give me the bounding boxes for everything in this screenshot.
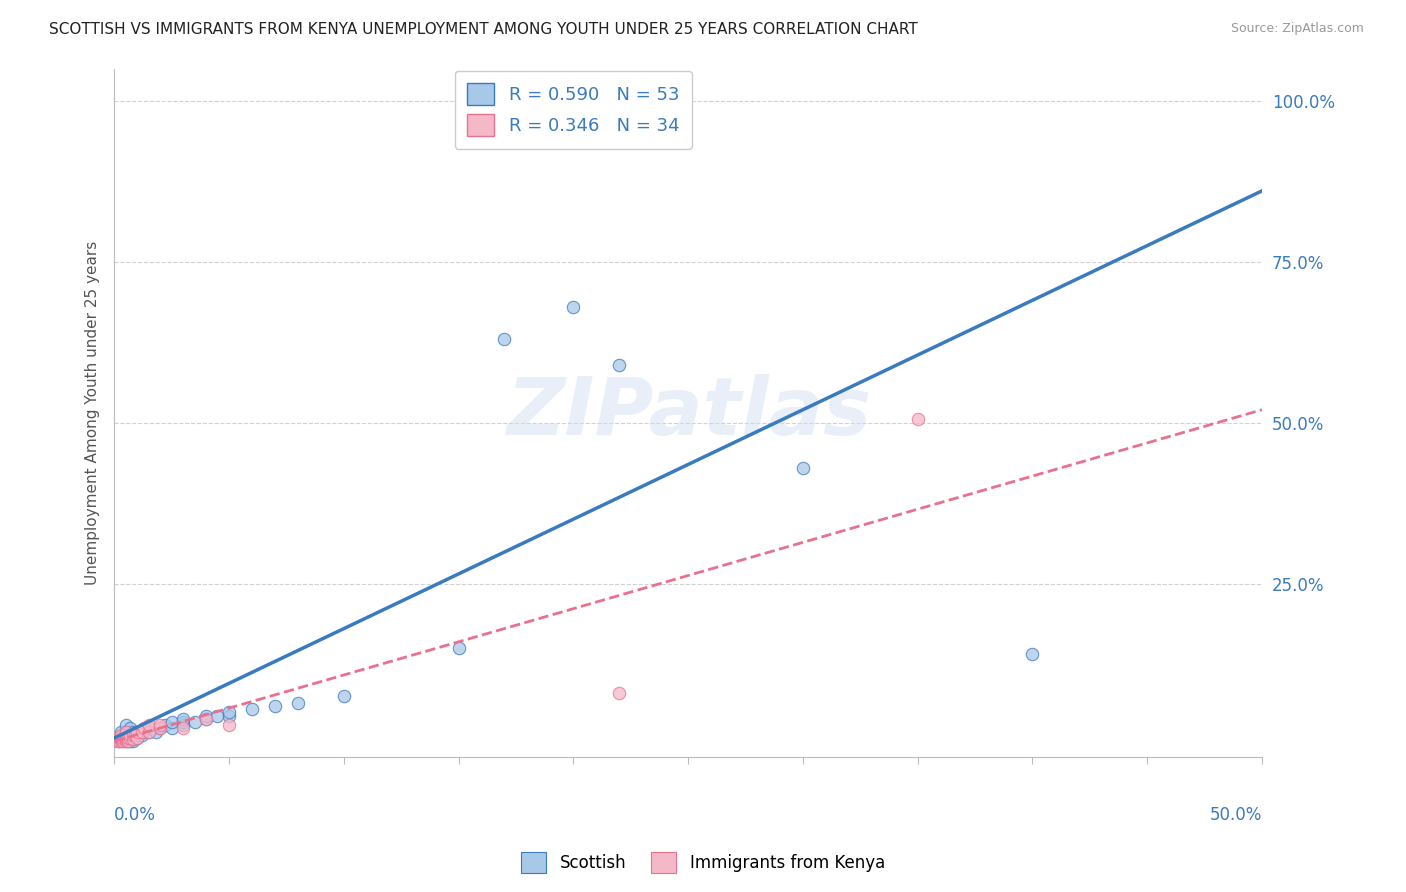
Point xyxy=(494,332,516,346)
Point xyxy=(138,718,160,732)
Point xyxy=(117,728,139,742)
Point xyxy=(121,734,143,748)
Point xyxy=(562,300,585,314)
Point xyxy=(114,724,136,739)
Point xyxy=(114,731,136,745)
Point xyxy=(218,706,240,720)
Point xyxy=(183,714,205,729)
Point xyxy=(127,731,149,745)
Point xyxy=(149,718,172,732)
Point xyxy=(117,734,139,748)
Point xyxy=(132,722,155,736)
Point xyxy=(121,731,143,745)
Point xyxy=(117,724,139,739)
Point xyxy=(195,712,218,726)
Point xyxy=(114,731,136,745)
Point xyxy=(112,734,135,748)
Point xyxy=(112,731,135,745)
Point xyxy=(114,734,136,748)
Point xyxy=(138,724,160,739)
Text: 50.0%: 50.0% xyxy=(1209,805,1263,823)
Point xyxy=(120,728,142,742)
Point xyxy=(110,724,132,739)
Point xyxy=(110,734,132,748)
Point xyxy=(112,728,135,742)
Point xyxy=(114,732,136,747)
Point xyxy=(124,728,146,742)
Point xyxy=(127,731,149,745)
Point xyxy=(112,734,135,748)
Point xyxy=(145,724,167,739)
Point xyxy=(447,640,470,655)
Point xyxy=(105,734,128,748)
Point xyxy=(1021,648,1043,662)
Point xyxy=(107,734,129,748)
Point xyxy=(149,722,172,736)
Point xyxy=(124,728,146,742)
Point xyxy=(110,728,132,742)
Point xyxy=(195,712,218,726)
Point xyxy=(218,708,240,723)
Point xyxy=(138,724,160,739)
Point xyxy=(110,732,132,747)
Point xyxy=(117,731,139,745)
Point xyxy=(131,728,153,742)
Point xyxy=(240,702,263,716)
Text: SCOTTISH VS IMMIGRANTS FROM KENYA UNEMPLOYMENT AMONG YOUTH UNDER 25 YEARS CORREL: SCOTTISH VS IMMIGRANTS FROM KENYA UNEMPL… xyxy=(49,22,918,37)
Point xyxy=(792,460,814,475)
Point xyxy=(131,724,153,739)
Point xyxy=(120,728,142,742)
Point xyxy=(117,731,139,745)
Point xyxy=(114,728,136,742)
Point xyxy=(264,698,287,713)
Point xyxy=(127,724,149,739)
Point xyxy=(172,722,194,736)
Point xyxy=(195,708,218,723)
Point xyxy=(110,731,132,745)
Point xyxy=(120,734,142,748)
Text: Source: ZipAtlas.com: Source: ZipAtlas.com xyxy=(1230,22,1364,36)
Point xyxy=(114,718,136,732)
Point xyxy=(117,734,139,748)
Text: ZIPatlas: ZIPatlas xyxy=(506,374,870,452)
Point xyxy=(107,731,129,745)
Point xyxy=(127,724,149,739)
Text: 0.0%: 0.0% xyxy=(114,805,156,823)
Point xyxy=(172,714,194,729)
Point xyxy=(172,712,194,726)
Point xyxy=(160,722,183,736)
Point xyxy=(107,734,129,748)
Point xyxy=(120,731,142,745)
Point xyxy=(120,722,142,736)
Point xyxy=(153,718,176,732)
Point xyxy=(287,696,309,710)
Point xyxy=(160,714,183,729)
Point xyxy=(124,731,146,745)
Point xyxy=(218,718,240,732)
Point xyxy=(332,690,354,704)
Point xyxy=(114,734,136,748)
Point xyxy=(121,724,143,739)
Legend: Scottish, Immigrants from Kenya: Scottish, Immigrants from Kenya xyxy=(515,846,891,880)
Point xyxy=(138,722,160,736)
Point xyxy=(607,686,630,700)
Legend: R = 0.590   N = 53, R = 0.346   N = 34: R = 0.590 N = 53, R = 0.346 N = 34 xyxy=(454,70,692,149)
Point xyxy=(120,731,142,745)
Y-axis label: Unemployment Among Youth under 25 years: Unemployment Among Youth under 25 years xyxy=(86,241,100,585)
Point xyxy=(131,724,153,739)
Point xyxy=(121,728,143,742)
Point xyxy=(607,358,630,372)
Point xyxy=(207,708,229,723)
Point xyxy=(127,728,149,742)
Point xyxy=(114,724,136,739)
Point xyxy=(110,731,132,745)
Point xyxy=(907,412,929,426)
Point xyxy=(149,722,172,736)
Point xyxy=(121,732,143,747)
Point xyxy=(172,718,194,732)
